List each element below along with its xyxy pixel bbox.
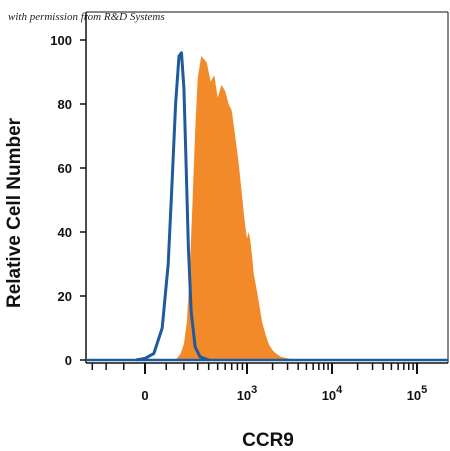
control-histogram-line	[135, 51, 210, 362]
y-tick-label: 100	[50, 33, 72, 48]
x-tick-label: 105	[407, 384, 428, 403]
x-tick-label: 103	[237, 384, 258, 403]
y-tick-label: 0	[65, 353, 72, 368]
x-axis: 0 103 104 105	[91, 363, 428, 403]
plot-area	[85, 11, 449, 364]
x-tick-label: 104	[322, 384, 343, 403]
y-axis: 0 20 40 60 80 100	[50, 33, 86, 368]
y-tick-label: 80	[58, 97, 72, 112]
y-tick-label: 40	[58, 225, 72, 240]
x-tick-label: 0	[141, 388, 148, 403]
y-tick-label: 60	[58, 161, 72, 176]
y-axis-title: Relative Cell Number	[4, 117, 25, 308]
x-axis-title: CCR9	[242, 430, 294, 451]
y-tick-label: 20	[58, 289, 72, 304]
sample-histogram-area	[175, 56, 303, 360]
